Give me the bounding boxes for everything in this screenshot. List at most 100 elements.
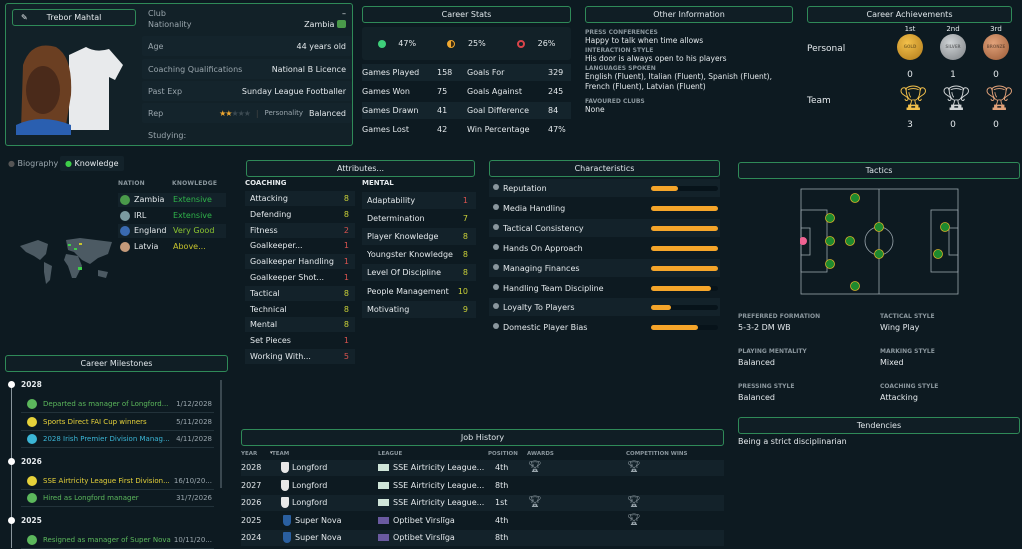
league-logo-icon bbox=[378, 516, 389, 524]
milestone-year: 2025 bbox=[21, 515, 42, 525]
stat-value: 245 bbox=[548, 87, 564, 96]
job-position: 8th bbox=[495, 533, 509, 542]
attribute-name: Adaptability bbox=[367, 196, 416, 205]
info-label: FAVOURED CLUBS bbox=[585, 98, 645, 105]
characteristic-name: Hands On Approach bbox=[503, 243, 583, 253]
attribute-name: Goalkeeper... bbox=[250, 241, 303, 251]
milestone-text: Departed as manager of Longford... bbox=[43, 400, 169, 408]
characteristic-name: Loyalty To Players bbox=[503, 303, 575, 313]
club-row: Club – bbox=[148, 8, 346, 18]
characteristic-row: Reputation bbox=[489, 179, 720, 197]
knowledge-row: Latvia Above... bbox=[118, 240, 226, 254]
club-badge-icon bbox=[283, 514, 291, 526]
tactics-field-label: MARKING STYLE bbox=[880, 348, 935, 355]
player-marker bbox=[825, 213, 835, 223]
characteristic-row: Managing Finances bbox=[489, 258, 720, 277]
milestone-icon bbox=[27, 493, 37, 503]
info-icon[interactable] bbox=[493, 283, 499, 290]
milestones-scrollbar[interactable] bbox=[220, 380, 222, 488]
knowledge-level: Extensive bbox=[173, 210, 212, 220]
milestone-item[interactable]: Resigned as manager of Super Nova 10/11/2… bbox=[21, 532, 214, 549]
job-row[interactable]: 2025 Super Nova Optibet Virslīga 4th 🏆︎ bbox=[241, 513, 724, 529]
stat-label: Games Won bbox=[362, 87, 410, 96]
info-icon[interactable] bbox=[493, 303, 499, 310]
milestone-item[interactable]: SSE Airtricity League First Division... 1… bbox=[21, 473, 214, 490]
attribute-value: 8 bbox=[462, 232, 468, 242]
nation-name: Latvia bbox=[134, 241, 159, 251]
info-icon[interactable] bbox=[493, 263, 499, 270]
info-icon[interactable] bbox=[493, 203, 499, 210]
characteristic-row: Handling Team Discipline bbox=[489, 279, 720, 297]
info-icon[interactable] bbox=[493, 223, 499, 230]
attribute-value: 10 bbox=[457, 286, 468, 296]
tactics-field-value: Balanced bbox=[738, 358, 775, 367]
job-year: 2028 bbox=[241, 463, 262, 472]
edit-name-button[interactable]: ✎ Trebor Mahtal bbox=[12, 9, 136, 26]
milestone-item[interactable]: Departed as manager of Longford... 1/12/2… bbox=[21, 396, 214, 413]
milestone-item[interactable]: Hired as Longford manager 31/7/2026 bbox=[21, 490, 214, 507]
attribute-name: Working With... bbox=[250, 352, 311, 361]
star-icon: ★ bbox=[231, 108, 238, 118]
tactics-field-label: TACTICAL STYLE bbox=[880, 313, 935, 320]
stat-label: Games Lost bbox=[362, 125, 410, 134]
attribute-name: Youngster Knowledge bbox=[367, 250, 453, 260]
attribute-name: Goalkeeper Handling bbox=[250, 257, 334, 267]
knowledge-level: Above... bbox=[173, 241, 206, 251]
player-marker bbox=[825, 259, 835, 269]
job-row[interactable]: 2024 Super Nova Optibet Virslīga 8th bbox=[241, 530, 724, 546]
star-icon: ★ bbox=[237, 108, 245, 118]
info-icon[interactable] bbox=[493, 184, 499, 190]
attribute-row: Motivating 9 bbox=[362, 300, 476, 318]
job-team: Longford bbox=[292, 463, 328, 472]
place-label: 1st bbox=[904, 25, 916, 33]
job-position: 4th bbox=[495, 463, 509, 472]
characteristic-name: Media Handling bbox=[503, 203, 566, 213]
career-stats-header: Career Stats bbox=[362, 6, 571, 23]
characteristic-bar bbox=[651, 186, 718, 191]
milestone-date: 1/12/2028 bbox=[176, 400, 212, 408]
attribute-value: 1 bbox=[343, 241, 349, 251]
tab-knowledge[interactable]: ● Knowledge bbox=[60, 156, 124, 171]
milestone-item[interactable]: 2028 Irish Premier Division Manag... 4/11… bbox=[21, 431, 214, 448]
star-icon: ★ bbox=[225, 108, 232, 118]
gold-medal-icon: GOLD bbox=[897, 34, 923, 60]
nation-name: IRL bbox=[134, 210, 147, 220]
job-position: 4th bbox=[495, 515, 509, 525]
timeline-line bbox=[11, 383, 12, 548]
age-row: Age 44 years old bbox=[142, 36, 352, 56]
job-year: 2027 bbox=[241, 480, 262, 490]
tactics-field-value: Balanced bbox=[738, 393, 775, 402]
tactics-field-label: COACHING STYLE bbox=[880, 383, 939, 390]
tab-biography[interactable]: ● Biography bbox=[8, 159, 59, 168]
characteristic-bar bbox=[651, 225, 718, 231]
gold-trophy-icon: 🏆︎ bbox=[898, 84, 929, 112]
tactics-field-label: PRESSING STYLE bbox=[738, 383, 795, 390]
attribute-value: 5 bbox=[343, 352, 349, 361]
place-label: 2nd bbox=[946, 25, 960, 33]
job-row[interactable]: 2027 Longford SSE Airtricity League... 8th bbox=[241, 478, 724, 494]
silver-trophy-icon: 🏆︎ bbox=[941, 84, 972, 112]
flag-icon bbox=[120, 241, 130, 252]
club-badge-icon bbox=[283, 532, 291, 543]
milestone-item[interactable]: Sports Direct FAI Cup winners 5/11/2028 bbox=[21, 414, 214, 431]
attributes-header[interactable]: Attributes... bbox=[246, 160, 475, 177]
attribute-row: Technical 8 bbox=[245, 302, 355, 317]
job-column-header: COMPETITION WINS bbox=[626, 451, 688, 457]
info-icon[interactable] bbox=[493, 243, 499, 250]
job-column-header[interactable]: TEAM bbox=[272, 451, 290, 457]
attribute-name: Technical bbox=[250, 304, 287, 314]
manager-name: Trebor Mahtal bbox=[46, 13, 102, 22]
milestone-date: 31/7/2026 bbox=[176, 494, 212, 502]
info-icon[interactable] bbox=[493, 323, 499, 330]
stat-label: Goal Difference bbox=[467, 106, 530, 115]
job-position: 1st bbox=[495, 498, 508, 507]
job-row[interactable]: 2026 Longford SSE Airtricity League... 1st 🏆… bbox=[241, 495, 724, 511]
silver-medal-icon: SILVER bbox=[940, 34, 966, 60]
personal-label: Personal bbox=[807, 44, 846, 54]
characteristic-bar bbox=[651, 305, 718, 311]
world-map bbox=[20, 238, 112, 284]
player-marker bbox=[874, 249, 884, 259]
job-row[interactable]: 2028 Longford SSE Airtricity League... 4th 🏆… bbox=[241, 460, 724, 476]
other-info-header: Other Information bbox=[585, 6, 793, 23]
loss-icon bbox=[516, 39, 525, 48]
